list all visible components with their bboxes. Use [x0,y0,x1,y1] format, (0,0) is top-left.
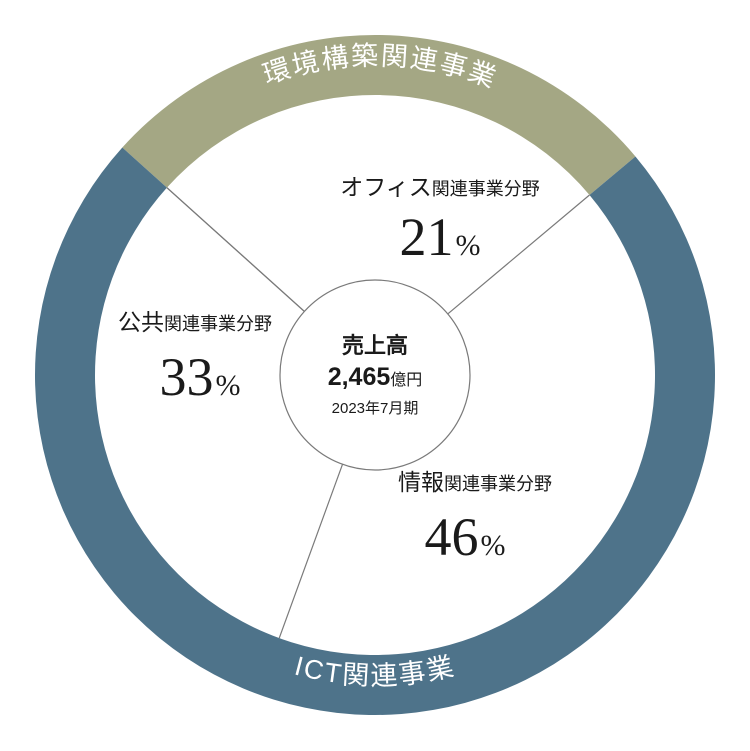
center-period: 2023年7月期 [332,400,419,417]
pie-divider [279,464,342,638]
pie-divider [167,188,304,312]
segment-label-info: 情報関連事業分野 [398,470,552,495]
segment-percent-public: 33% [160,347,241,407]
segment-percent-office: 21% [400,207,481,267]
segment-label-office: オフィス関連事業分野 [340,175,540,200]
segment-label-public: 公共関連事業分野 [118,310,272,335]
center-title: 売上高 [342,333,408,358]
segment-percent-info: 46% [425,507,506,567]
revenue-donut-chart: 環境構築関連事業ICT関連事業オフィス関連事業分野21%情報関連事業分野46%公… [0,0,750,751]
chart-svg: 環境構築関連事業ICT関連事業オフィス関連事業分野21%情報関連事業分野46%公… [0,0,750,751]
